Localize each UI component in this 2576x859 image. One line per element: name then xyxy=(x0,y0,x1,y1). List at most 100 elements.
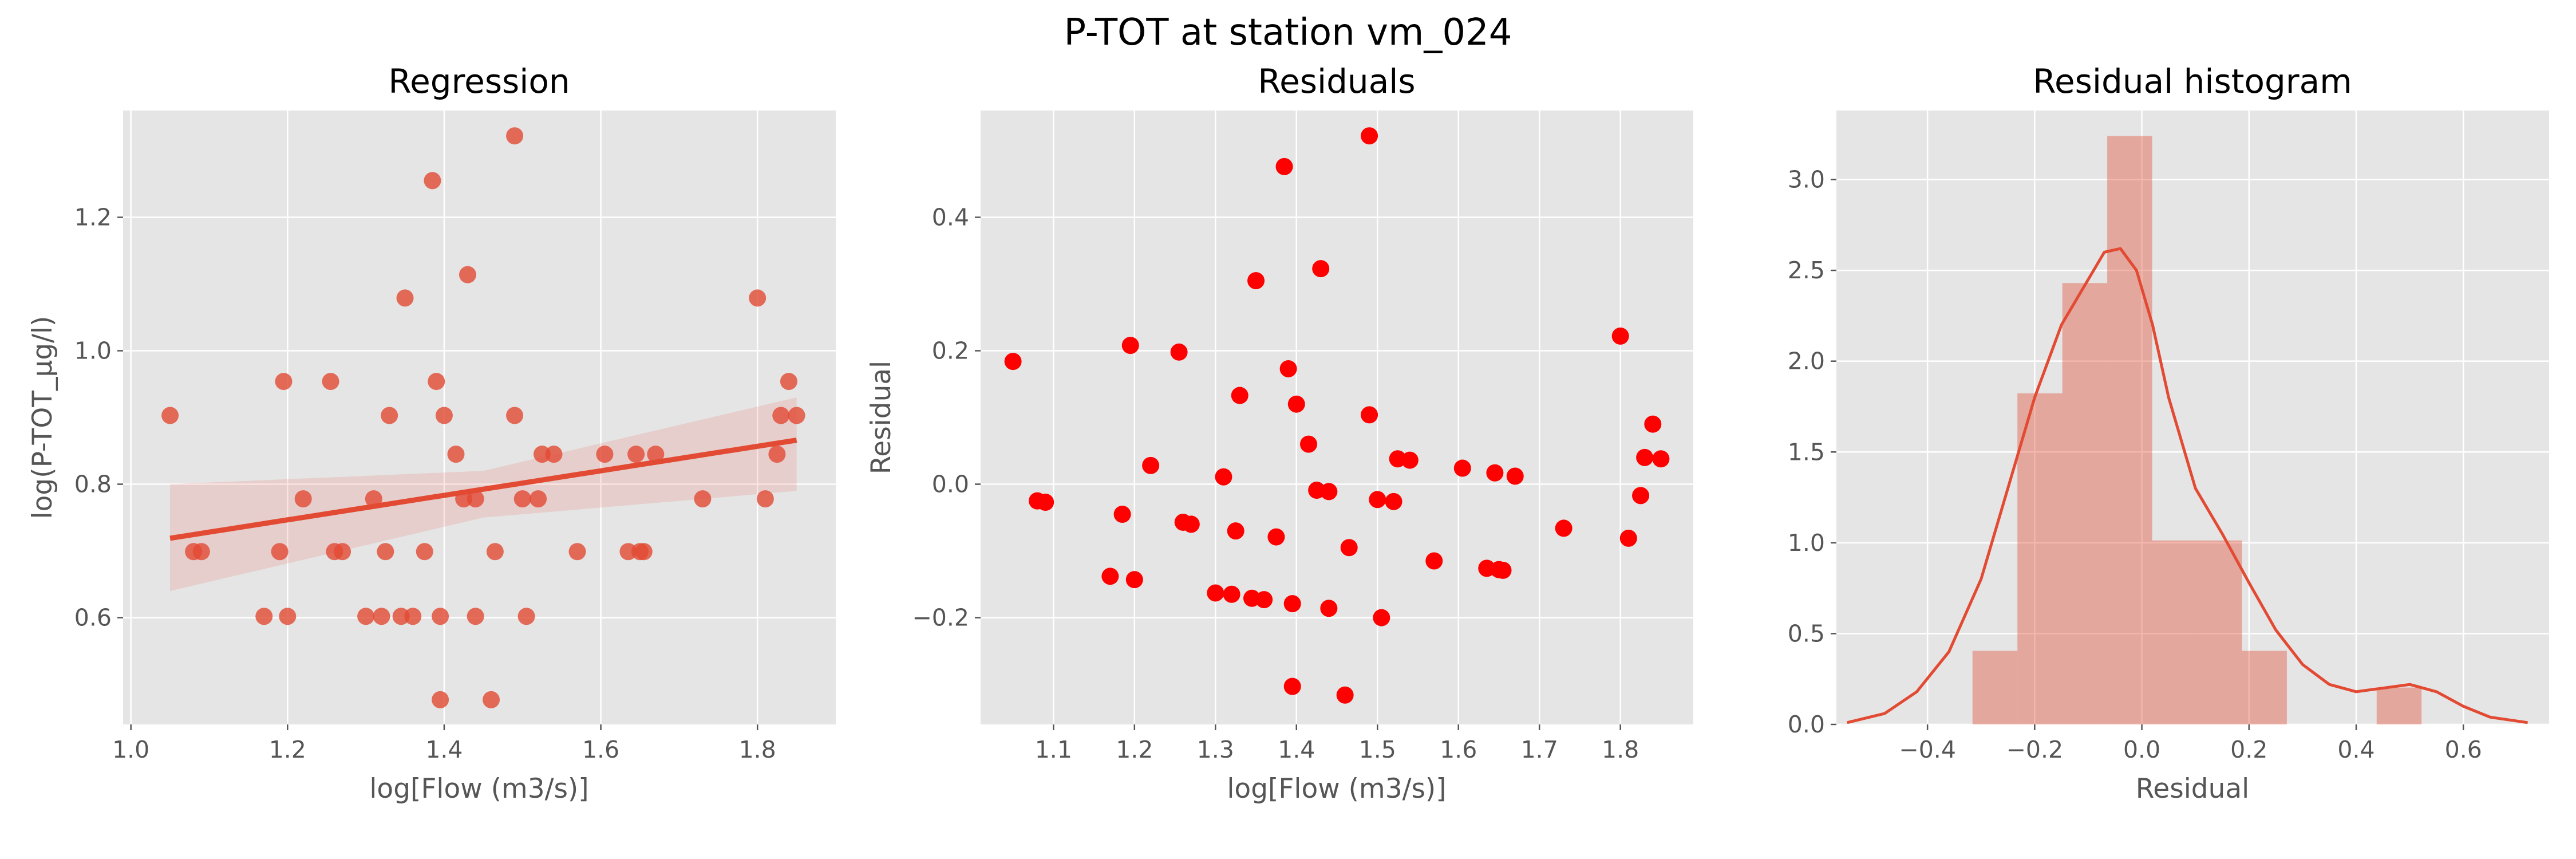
residuals-plot-area xyxy=(981,111,1693,724)
residual-point xyxy=(1299,435,1317,453)
residual-point xyxy=(1037,493,1054,511)
confidence-band xyxy=(170,397,797,591)
regression-xtick-label: 1.6 xyxy=(582,736,619,763)
regression-point xyxy=(467,490,484,508)
residual-point xyxy=(1101,568,1119,585)
regression-point xyxy=(517,608,535,625)
residual-point xyxy=(1369,491,1386,509)
histogram-xlabel: Residual xyxy=(2136,773,2250,805)
residuals-ytick-label: 0.0 xyxy=(932,471,969,498)
regression-ytick-label: 1.0 xyxy=(74,337,112,364)
residual-point xyxy=(1182,515,1200,533)
regression-point xyxy=(357,608,375,625)
regression-point xyxy=(392,608,410,625)
residual-point xyxy=(1247,272,1265,290)
histogram-xtick-label: 0.0 xyxy=(2123,736,2160,763)
residuals-ytick-label: −0.2 xyxy=(912,604,969,632)
residuals-panel: 1.1 1.2 1.3 1.4 1.5 1.6 1.7 1.8 −0.2 0.0 0.2 0.4 R… xyxy=(866,62,1693,805)
residual-point xyxy=(1636,448,1654,466)
regression-xtick-label: 1.4 xyxy=(425,736,463,763)
regression-ylabel: log(P-TOT_µg/l) xyxy=(27,316,58,519)
residuals-xtick-label: 1.8 xyxy=(1602,736,1639,763)
regression-point xyxy=(424,172,441,190)
regression-point xyxy=(635,543,653,561)
regression-point xyxy=(381,407,398,424)
histogram-bar xyxy=(2062,283,2108,725)
residual-point xyxy=(1506,467,1524,485)
regression-point xyxy=(373,608,390,625)
residual-point xyxy=(1320,600,1338,617)
regression-point xyxy=(275,373,293,391)
regression-point xyxy=(772,407,790,424)
histogram-xtick-label: −0.4 xyxy=(1899,736,1956,763)
histogram-bar xyxy=(2242,651,2287,724)
residual-point xyxy=(1425,552,1443,570)
regression-point xyxy=(619,543,637,561)
regression-point xyxy=(428,373,445,391)
residual-point xyxy=(1113,505,1131,523)
residual-point xyxy=(1267,528,1285,546)
regression-point xyxy=(377,543,394,561)
residual-point xyxy=(1312,260,1330,278)
regression-point xyxy=(322,373,339,391)
histogram-plot-area xyxy=(1836,111,2549,724)
regression-point xyxy=(447,446,465,463)
histogram-panel: −0.4 −0.2 0.0 0.2 0.4 0.6 0.0 0.5 1.0 1.5 2.0 2.5 3… xyxy=(1788,62,2549,805)
histogram-title: Residual histogram xyxy=(2033,62,2352,101)
histogram-xtick-label: −0.2 xyxy=(2006,736,2064,763)
residual-point xyxy=(1385,492,1402,510)
residual-point xyxy=(1361,406,1378,424)
regression-point xyxy=(756,490,774,508)
residual-point xyxy=(1215,468,1232,486)
histogram-xtick-label: 0.2 xyxy=(2230,736,2267,763)
figure-title: P-TOT at station vm_024 xyxy=(1064,11,1512,54)
residual-point xyxy=(1644,415,1662,433)
residual-point xyxy=(1336,686,1354,704)
residual-point xyxy=(1619,529,1637,547)
residual-point xyxy=(1373,609,1390,626)
regression-point xyxy=(749,289,767,307)
regression-point xyxy=(459,266,476,283)
histogram-bar xyxy=(2376,687,2422,724)
regression-point xyxy=(568,543,586,561)
histogram-bar xyxy=(1972,651,2018,724)
regression-point xyxy=(432,608,449,625)
histogram-ytick-label: 1.0 xyxy=(1788,529,1825,557)
residual-point xyxy=(1004,353,1022,371)
residual-point xyxy=(1555,519,1573,537)
regression-point xyxy=(483,691,500,708)
regression-point xyxy=(596,446,614,463)
regression-ytick-label: 1.2 xyxy=(74,203,112,231)
regression-point xyxy=(627,446,645,463)
residual-point xyxy=(1279,360,1297,377)
regression-line xyxy=(169,438,797,541)
regression-xtick-label: 1.0 xyxy=(112,736,149,763)
histogram-bar xyxy=(2107,136,2152,725)
regression-point xyxy=(455,490,473,508)
regression-point xyxy=(768,446,786,463)
regression-point xyxy=(365,490,382,508)
residual-point xyxy=(1287,395,1305,413)
regression-point xyxy=(435,407,453,424)
residuals-xtick-label: 1.3 xyxy=(1197,736,1234,763)
residual-point xyxy=(1340,539,1358,557)
residuals-ylabel: Residual xyxy=(866,361,897,475)
residuals-xlabel: log[Flow (m3/s)] xyxy=(1227,773,1446,805)
histogram-ytick-label: 1.5 xyxy=(1788,438,1825,466)
regression-point xyxy=(255,608,273,625)
residuals-ytick-label: 0.2 xyxy=(932,337,969,364)
histogram-bar xyxy=(2196,540,2242,724)
regression-point xyxy=(279,608,297,625)
regression-point xyxy=(271,543,289,561)
residual-point xyxy=(1283,595,1301,613)
residual-point xyxy=(1320,483,1338,501)
regression-point xyxy=(694,490,712,508)
regression-point xyxy=(404,608,422,625)
regression-point xyxy=(432,691,449,708)
regression-point xyxy=(788,407,805,424)
regression-point xyxy=(647,446,665,463)
histogram-bar xyxy=(2152,540,2197,724)
histogram-ytick-label: 0.5 xyxy=(1788,620,1825,647)
histogram-ytick-label: 3.0 xyxy=(1788,166,1825,194)
residual-point xyxy=(1401,451,1419,469)
